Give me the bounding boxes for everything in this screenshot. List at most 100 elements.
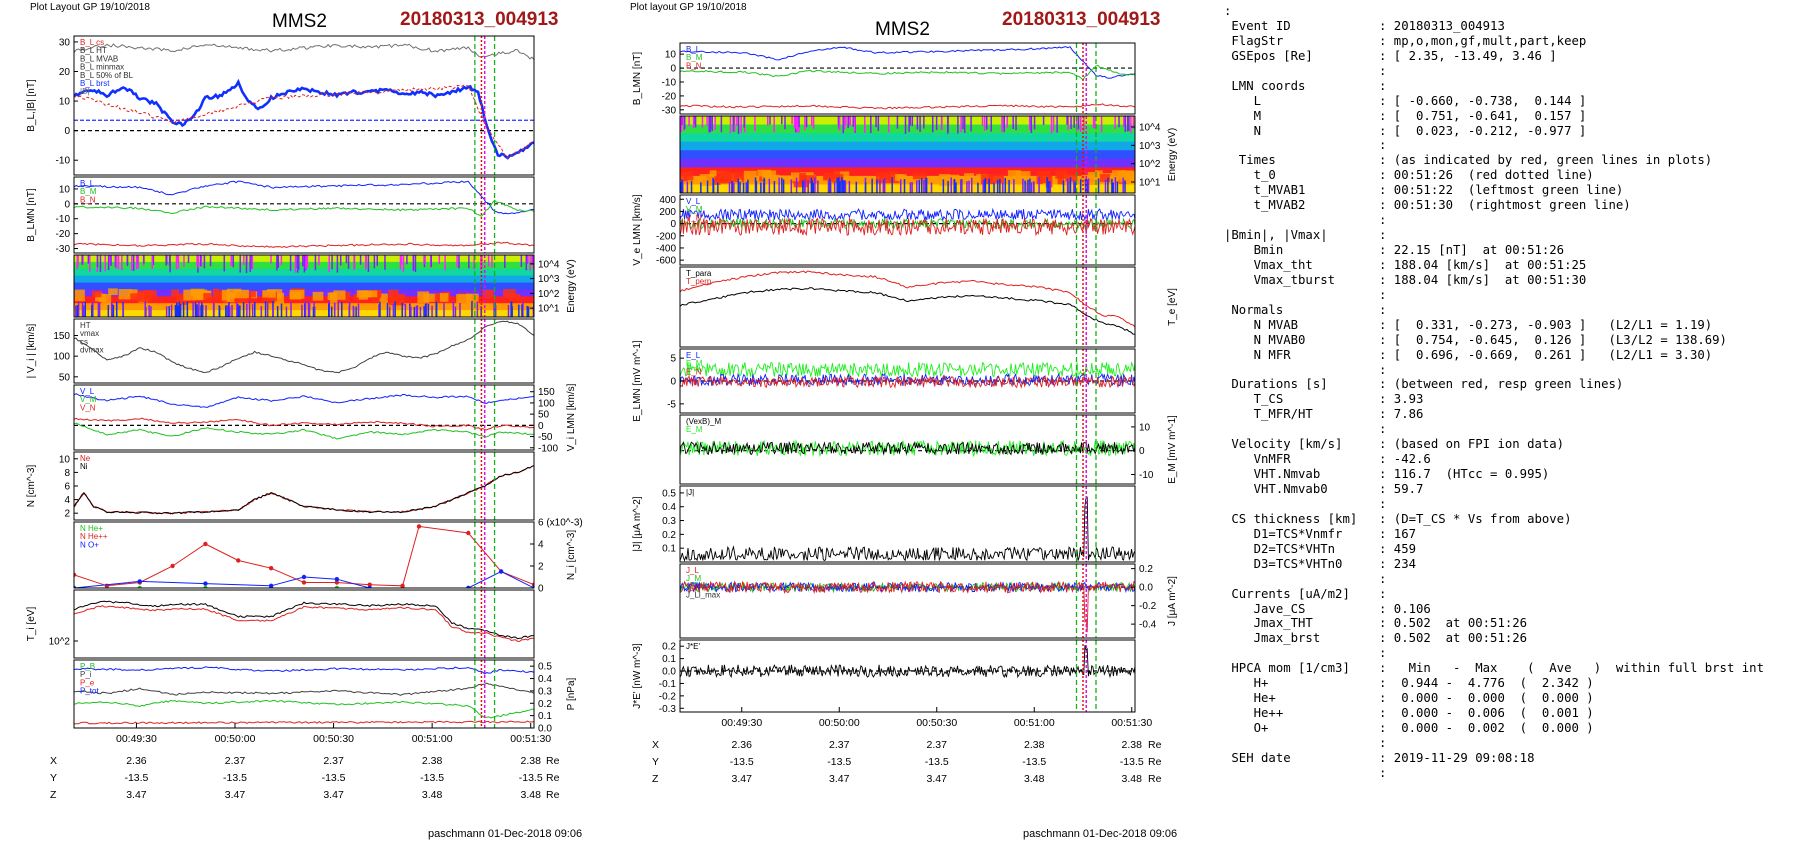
spectrogram-noise: [246, 303, 248, 317]
spectrogram-noise: [227, 305, 229, 317]
spectrogram-noise: [82, 305, 85, 317]
spectrogram-band: [680, 141, 1135, 152]
y-tick-label: -10: [662, 77, 677, 88]
spectrogram-noise: [844, 180, 847, 193]
orbit-value: 2.38: [1122, 739, 1143, 751]
spectrogram-noise: [520, 255, 523, 267]
series-marker: [203, 585, 208, 588]
spectrogram-noise: [717, 182, 719, 193]
spectrogram-noise: [504, 255, 506, 268]
info-value: :: [1379, 63, 1387, 78]
y-tick-label: 10^4: [1139, 123, 1161, 134]
info-value: :: [1379, 765, 1387, 780]
spectrogram-noise: [532, 306, 534, 317]
series-marker: [137, 579, 142, 584]
spectrogram-noise: [107, 255, 110, 271]
legend-entry: |J|: [686, 488, 694, 497]
info-row: LMN coords:: [1224, 79, 1799, 94]
spectrogram-hotspot: [91, 290, 102, 298]
info-key: t_MVAB2: [1224, 198, 1306, 213]
info-key: CS thickness [km]: [1224, 511, 1358, 526]
spectrogram-hotspot: [193, 289, 208, 300]
y-tick-label: 10: [59, 184, 71, 195]
spectrogram-noise: [1128, 116, 1130, 131]
spectrogram-noise: [532, 255, 534, 269]
info-value: :: [1379, 228, 1387, 243]
info-value: : 00:51:22 (leftmost green line): [1379, 183, 1624, 198]
info-row: :: [1224, 736, 1799, 751]
info-row: :: [1224, 572, 1799, 587]
info-key: Normals: [1224, 302, 1284, 317]
spectrogram-noise: [701, 116, 704, 128]
panel: 0.50.40.3 0.20.1 0.0 P [nPa] P_BP_iP_eP_tot: [73, 659, 577, 735]
panel-frame: [73, 254, 535, 318]
legend-entry: V_M: [686, 205, 703, 214]
orbit-value: -13.5: [223, 772, 247, 784]
spectrogram-hotspot: [1057, 174, 1065, 185]
spectrogram-noise: [307, 301, 310, 317]
spectrogram-noise: [357, 303, 360, 317]
spectrogram-noise: [1004, 177, 1007, 193]
spectrogram-noise: [264, 301, 267, 317]
panel-frame: [73, 659, 535, 729]
spectrogram-noise: [988, 178, 990, 193]
spectrogram-noise: [276, 255, 278, 271]
info-row: HPCA mom [1/cm3]: Min - Max ( Ave ) with…: [1224, 661, 1799, 676]
spectrogram-noise: [1118, 116, 1120, 128]
orbit-value: 3.47: [927, 773, 948, 785]
orbit-label: X: [652, 739, 659, 751]
spectrogram-noise: [916, 116, 919, 130]
panel: 10^4 10^3 10^2 10^1 Energy (eV): [679, 115, 1178, 194]
spectrogram-noise: [805, 116, 808, 128]
spectrogram-noise: [1050, 116, 1053, 134]
spectrogram-noise: [376, 255, 378, 266]
info-value: :: [1379, 362, 1387, 377]
spectrogram-hotspot: [74, 289, 85, 302]
y-tick-label: 100: [538, 398, 555, 409]
legend-entry: vmax: [80, 329, 99, 338]
spectrogram-noise: [413, 306, 416, 317]
spectrogram-noise: [999, 178, 1001, 193]
orbit-value: 2.36: [126, 755, 147, 767]
panel-plot-area: [680, 580, 1135, 633]
info-row: SEH date: 2019-11-29 09:08:18: [1224, 751, 1799, 766]
spectrogram-noise: [733, 182, 735, 193]
y-tick-label: -10: [1139, 470, 1154, 481]
spectrogram-noise: [947, 116, 949, 134]
spectrogram-noise: [814, 177, 816, 193]
spectrogram-noise: [769, 116, 771, 125]
panel-plot-area: [74, 600, 534, 642]
info-row: N: [ 0.023, -0.212, -0.977 ]: [1224, 124, 1799, 139]
spectrogram-noise: [290, 302, 292, 317]
panel: 10 0 -10 -20 -30 B_LMN [nT] B_LB_MB_N: [632, 42, 1136, 116]
legend-entry: V_L: [686, 197, 701, 206]
orbit-value: 2.37: [323, 755, 344, 767]
series-line: [74, 600, 534, 640]
y-tick-label: 0.4: [538, 674, 552, 685]
spectrogram-hotspot: [727, 172, 739, 183]
spectrogram-noise: [795, 177, 798, 193]
info-value: : -42.6: [1379, 452, 1431, 467]
y-tick-label: 4: [538, 540, 544, 551]
spectrogram-hotspot: [879, 172, 890, 180]
legend-entry: B_L 50% of BL: [80, 71, 134, 80]
y-tick-label: -20: [662, 91, 677, 102]
info-key: t_MVAB1: [1224, 183, 1306, 198]
spectrogram-noise: [908, 116, 910, 132]
y-axis-label: T_e [eV]: [1167, 288, 1178, 326]
info-row: T_CS: 3.93: [1224, 392, 1799, 407]
series-line: [680, 216, 1135, 237]
series-line: [74, 199, 534, 217]
spectrogram-noise: [1083, 116, 1085, 132]
spectrogram-noise: [680, 116, 682, 133]
spectrogram-noise: [110, 255, 112, 266]
spectrogram-hotspot: [988, 174, 1004, 184]
spectrogram-noise: [909, 182, 912, 193]
info-key: Currents [uA/m2]: [1224, 586, 1350, 601]
orbit-value: 2.37: [927, 739, 948, 751]
panel-frame: [679, 266, 1136, 348]
info-value: : 0.502 at 00:51:26: [1379, 631, 1528, 646]
spectrogram-noise: [882, 182, 885, 193]
orbit-value: 3.47: [829, 773, 850, 785]
spectrogram-noise: [330, 306, 333, 317]
